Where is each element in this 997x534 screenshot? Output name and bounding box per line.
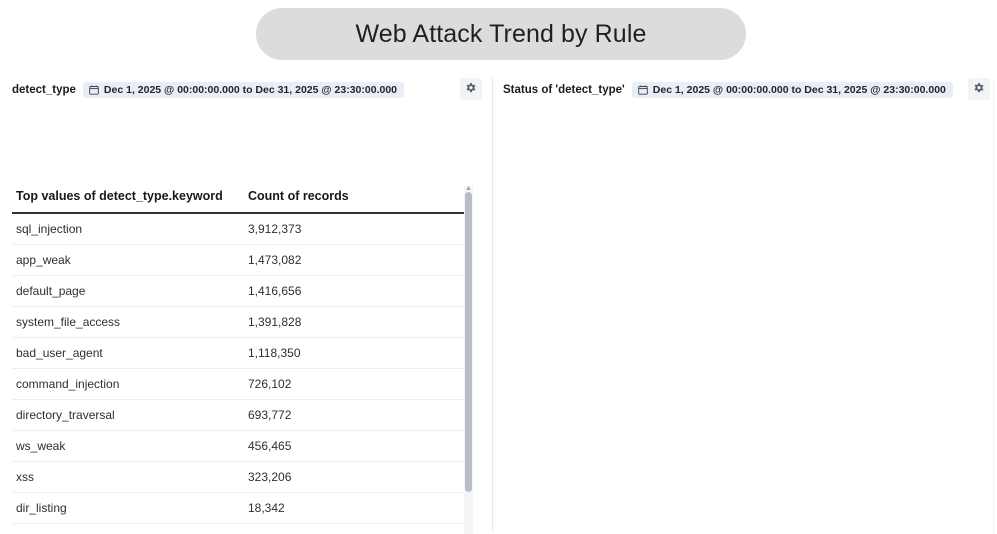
gear-icon[interactable] (968, 78, 990, 100)
cell-value: header_weak (12, 523, 244, 534)
cell-value: default_page (12, 275, 244, 307)
cell-value: command_injection (12, 368, 244, 400)
table-body: sql_injection 3,912,373 app_weak 1,473,082 d… (12, 213, 464, 534)
table-row[interactable]: command_injection 726,102 (12, 368, 464, 400)
cell-count: 1,473,082 (244, 244, 464, 276)
cell-count: 1,118,350 (244, 337, 464, 369)
table-row[interactable]: ws_weak 456,465 (12, 430, 464, 462)
gear-icon[interactable] (460, 78, 482, 100)
cell-count: 726,102 (244, 368, 464, 400)
right-edge-rule (993, 78, 994, 534)
vertical-scroll-thumb[interactable] (465, 192, 472, 492)
panel-status-of-detect-type: Status of 'detect_type' Dec 1, 2025 @ 00… (492, 78, 995, 532)
col-header-count: Count of records (244, 186, 464, 214)
left-panel-header: detect_type Dec 1, 2025 @ 00:00:00.000 t… (2, 78, 487, 102)
cell-count: 3,912,373 (244, 213, 464, 245)
cell-count: 456,465 (244, 430, 464, 462)
table-row[interactable]: default_page 1,416,656 (12, 275, 464, 307)
top-values-table-wrap[interactable]: Top values of detect_type.keyword Count … (12, 186, 472, 534)
cell-value: dir_listing (12, 492, 244, 524)
table-row[interactable]: bad_user_agent 1,118,350 (12, 337, 464, 369)
table-vertical-scrollbar[interactable]: ▲ ▼ (464, 185, 473, 534)
right-time-range-text: Dec 1, 2025 @ 00:00:00.000 to Dec 31, 20… (652, 84, 946, 96)
left-time-range-chip[interactable]: Dec 1, 2025 @ 00:00:00.000 to Dec 31, 20… (82, 82, 405, 98)
top-values-table: Top values of detect_type.keyword Count … (12, 186, 464, 534)
cell-value: app_weak (12, 244, 244, 276)
table-row[interactable]: dir_listing 18,342 (12, 492, 464, 524)
cell-value: directory_traversal (12, 399, 244, 431)
donut-chart-svg: sql_injection 33.93%app_weak12.78%defaul… (991, 182, 997, 534)
calendar-icon (89, 85, 99, 95)
cell-count: 9,622 (244, 523, 464, 534)
left-panel-title: detect_type (12, 84, 76, 96)
col-header-value: Top values of detect_type.keyword (12, 186, 244, 214)
panel-detect-type: detect_type Dec 1, 2025 @ 00:00:00.000 t… (2, 78, 487, 534)
cell-value: ws_weak (12, 430, 244, 462)
cell-value: system_file_access (12, 306, 244, 338)
cell-count: 323,206 (244, 461, 464, 493)
table-row[interactable]: app_weak 1,473,082 (12, 244, 464, 276)
cell-value: xss (12, 461, 244, 493)
table-row[interactable]: sql_injection 3,912,373 (12, 213, 464, 245)
page-title-pill: Web Attack Trend by Rule (256, 8, 746, 60)
cell-value: bad_user_agent (12, 337, 244, 369)
table-row[interactable]: xss 323,206 (12, 461, 464, 493)
cell-count: 1,416,656 (244, 275, 464, 307)
table-row[interactable]: system_file_access 1,391,828 (12, 306, 464, 338)
cell-value: sql_injection (12, 213, 244, 245)
scroll-up-arrow-icon[interactable]: ▲ (465, 185, 472, 192)
cell-count: 693,772 (244, 399, 464, 431)
right-panel-title: Status of 'detect_type' (503, 84, 625, 96)
donut-chart[interactable]: sql_injection 33.93%app_weak12.78%defaul… (991, 182, 997, 534)
table-header-row: Top values of detect_type.keyword Count … (12, 186, 464, 214)
left-time-range-text: Dec 1, 2025 @ 00:00:00.000 to Dec 31, 20… (103, 84, 398, 96)
table-row[interactable]: directory_traversal 693,772 (12, 399, 464, 431)
page-title: Web Attack Trend by Rule (355, 19, 647, 48)
table-row[interactable]: header_weak9,622 (12, 523, 464, 534)
calendar-icon (637, 85, 648, 95)
cell-count: 18,342 (244, 492, 464, 524)
right-time-range-chip[interactable]: Dec 1, 2025 @ 00:00:00.000 to Dec 31, 20… (631, 82, 953, 98)
right-panel-header: Status of 'detect_type' Dec 1, 2025 @ 00… (493, 78, 995, 102)
cell-count: 1,391,828 (244, 306, 464, 338)
